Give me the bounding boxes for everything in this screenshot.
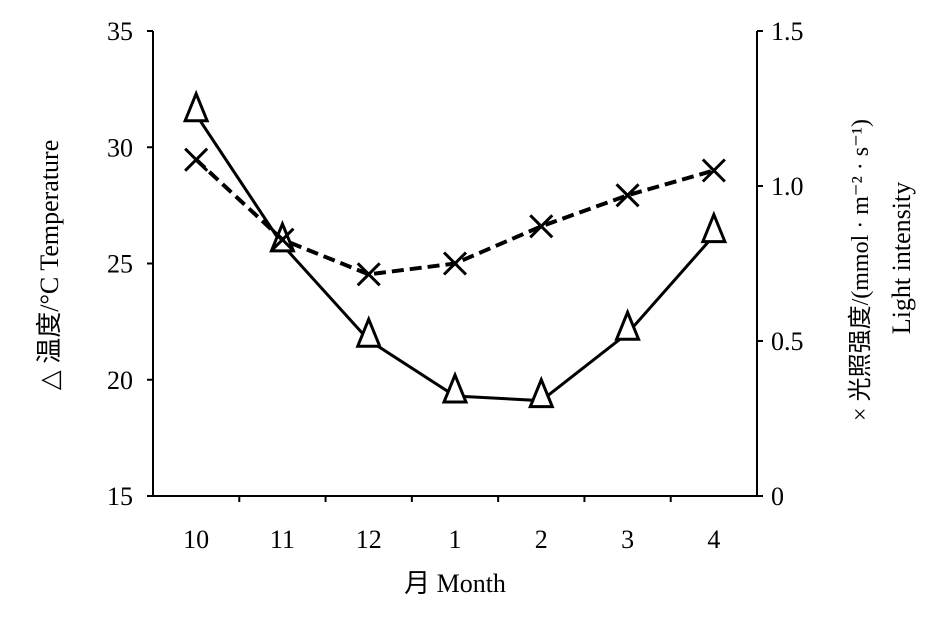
y-tick-label-left: 30 — [107, 133, 133, 162]
x-tick-label: 10 — [183, 525, 209, 554]
y-tick-label-right: 1.0 — [771, 172, 804, 201]
y-tick-label-left: 35 — [107, 17, 133, 46]
x-tick-label: 4 — [707, 525, 720, 554]
y-tick-label-right: 0 — [771, 482, 784, 511]
x-axis-label: 月 Month — [404, 569, 506, 598]
cross-stroke — [529, 214, 554, 239]
y-axis-label-left: △ 温度/°C Temperature — [35, 140, 64, 390]
cross-marker — [270, 227, 295, 252]
y-tick-label-left: 20 — [107, 366, 133, 395]
cross-marker — [701, 158, 726, 183]
cross-marker — [184, 147, 209, 172]
x-tick-label: 11 — [270, 525, 295, 554]
cross-marker — [442, 251, 468, 276]
x-tick-label: 12 — [356, 525, 382, 554]
cross-marker — [615, 183, 640, 208]
triangle-marker — [528, 375, 555, 409]
y-axis-label-right-2: Light intensity — [887, 182, 916, 334]
y-axis-label-right-1: × 光照强度/(mmol · m⁻² · s⁻¹) — [847, 119, 874, 421]
cross-marker — [529, 214, 554, 239]
triangle-marker — [614, 308, 641, 341]
series-line-temperature — [194, 113, 715, 403]
cross-stroke — [442, 251, 468, 276]
cross-stroke — [615, 183, 640, 208]
triangle-marker — [355, 315, 382, 348]
cross-marker — [356, 262, 381, 287]
x-tick-label: 2 — [535, 525, 548, 554]
triangle-marker — [441, 371, 469, 404]
y-tick-label-left: 15 — [107, 482, 133, 511]
x-tick-label: 3 — [621, 525, 634, 554]
cross-stroke — [701, 158, 726, 183]
y-tick-label-right: 0.5 — [771, 327, 804, 356]
y-tick-label-left: 25 — [107, 250, 133, 279]
triangle-marker — [182, 89, 210, 123]
x-tick-label: 1 — [449, 525, 462, 554]
cross-stroke — [184, 147, 209, 172]
marks — [182, 89, 728, 409]
series-line-light-intensity — [194, 158, 715, 277]
cross-stroke — [270, 227, 295, 252]
cross-stroke — [356, 262, 381, 287]
triangle-marker — [700, 210, 728, 244]
y-tick-label-right: 1.5 — [771, 17, 804, 46]
